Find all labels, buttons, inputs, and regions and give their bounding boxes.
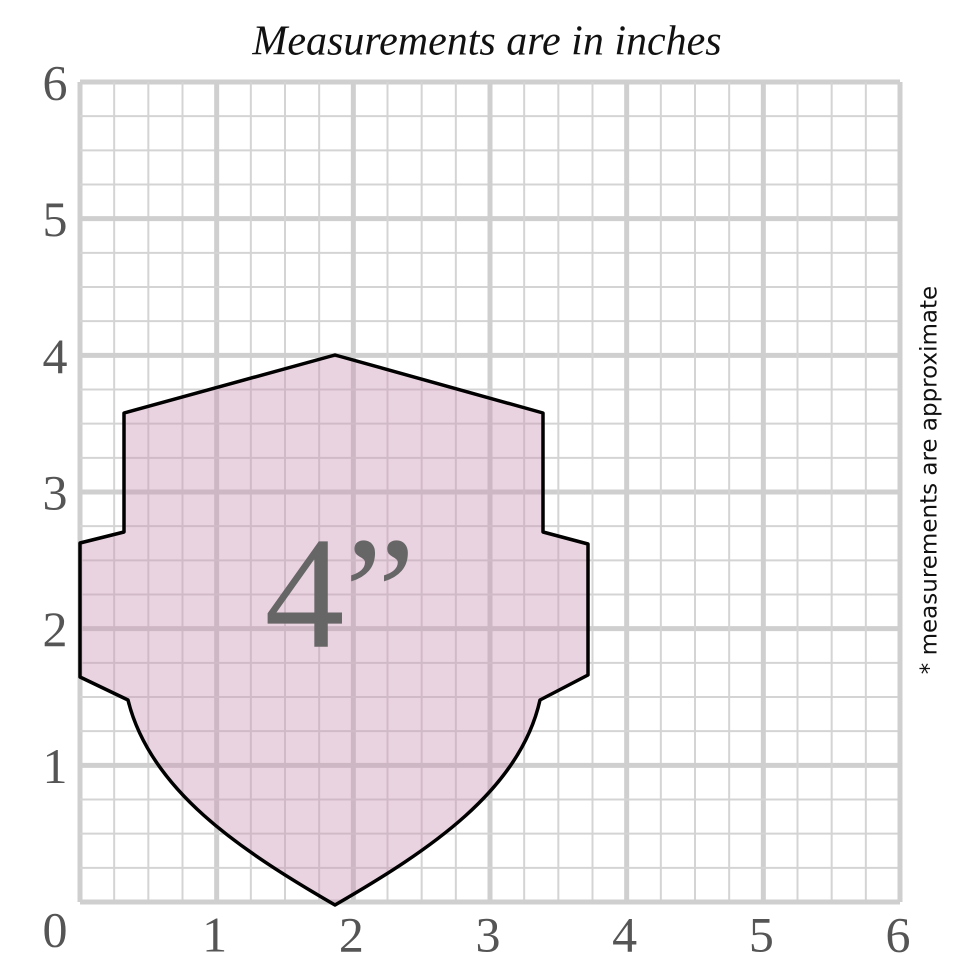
axis-labels: 1 2 3 4 5 6 1 2 3 4 5 6: [43, 54, 911, 962]
y-axis-label: 6: [43, 54, 68, 110]
x-axis-label: 2: [339, 906, 364, 962]
note: * measurements are approximate: [917, 286, 943, 674]
x-axis-label: 5: [749, 906, 774, 962]
shield-shape: [78, 353, 590, 907]
y-axis-label: 2: [43, 601, 68, 657]
y-axis-label: 5: [43, 191, 68, 247]
y-axis-label: 1: [43, 738, 68, 794]
x-axis-label: 3: [476, 906, 501, 962]
y-axis-label: 3: [43, 464, 68, 520]
grid: [77, 79, 903, 905]
x-axis-label: 6: [886, 906, 911, 962]
y-axis-label: 4: [43, 328, 68, 384]
size-label: 4”: [264, 504, 415, 682]
origin-label: 0: [43, 901, 68, 957]
x-axis-label: 1: [202, 906, 227, 962]
title: Measurements are in inches: [251, 19, 721, 65]
x-axis-label: 4: [612, 906, 637, 962]
